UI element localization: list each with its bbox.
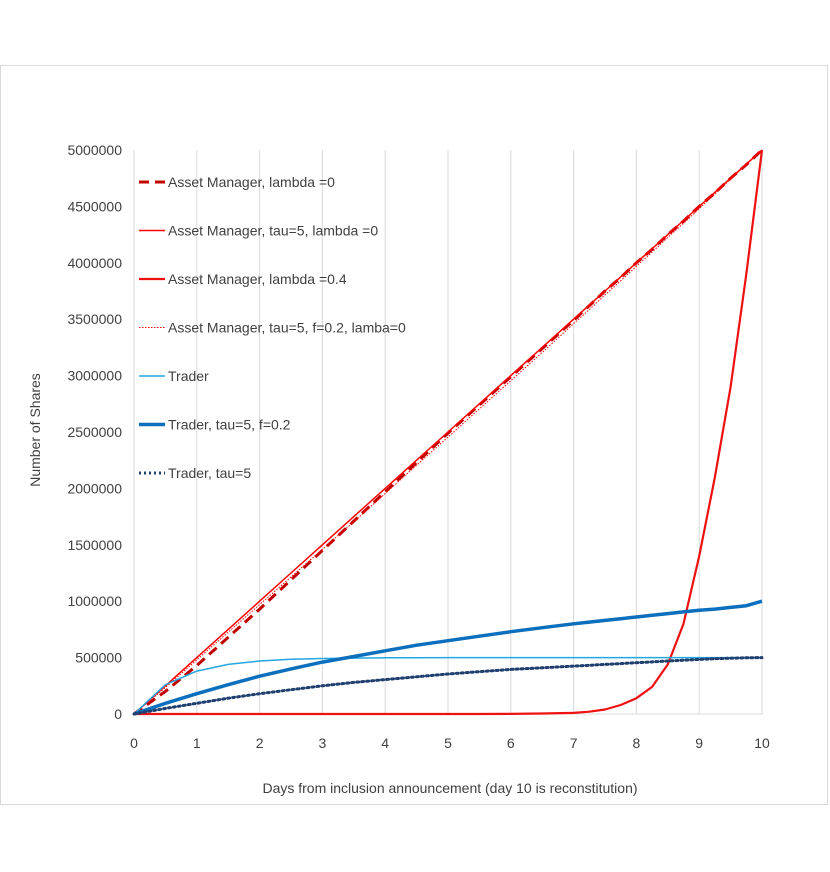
y-tick-label: 5000000 — [67, 142, 122, 158]
series-line-1 — [133, 149, 763, 715]
legend-label: Asset Manager, lambda =0.4 — [168, 271, 347, 287]
y-tick-label: 4500000 — [67, 198, 122, 214]
x-tick-label: 10 — [754, 735, 770, 751]
series-line-5 — [133, 599, 763, 716]
x-tick-label: 3 — [319, 735, 327, 751]
y-tick-label: 3000000 — [67, 368, 122, 384]
series-line-4 — [133, 656, 762, 715]
y-tick-label: 4000000 — [67, 255, 122, 271]
x-tick-label: 1 — [193, 735, 201, 751]
series-line-6 — [132, 656, 764, 716]
legend-label: Trader, tau=5, f=0.2 — [168, 417, 291, 433]
y-tick-label: 1500000 — [67, 537, 122, 553]
legend-label: Trader — [168, 368, 209, 384]
x-tick-label: 2 — [256, 735, 264, 751]
y-tick-label: 1000000 — [67, 593, 122, 609]
x-tick-label: 4 — [381, 735, 389, 751]
grid-lines — [133, 150, 763, 714]
y-axis: 0 500000 1000000 1500000 2000000 2500000 30000… — [67, 142, 122, 722]
x-tick-label: 9 — [695, 735, 703, 751]
y-tick-label: 2500000 — [67, 424, 122, 440]
legend: Asset Manager, lambda =0 Asset Manager, t… — [139, 174, 406, 481]
y-axis-title: Number of Shares — [27, 373, 43, 487]
legend-label: Asset Manager, tau=5, f=0.2, lamba=0 — [168, 320, 406, 336]
x-tick-label: 6 — [507, 735, 515, 751]
y-tick-label: 3500000 — [67, 311, 122, 327]
legend-label: Asset Manager, lambda =0 — [168, 174, 335, 190]
x-tick-label: 0 — [130, 735, 138, 751]
y-tick-label: 2000000 — [67, 480, 122, 496]
y-tick-label: 500000 — [75, 650, 122, 666]
x-tick-label: 7 — [570, 735, 578, 751]
series-line-2 — [134, 149, 764, 716]
series-line-3 — [133, 149, 763, 715]
legend-label: Trader, tau=5 — [168, 465, 251, 481]
x-tick-label: 5 — [444, 735, 452, 751]
x-axis: 0 1 2 3 4 5 6 7 8 9 10 — [130, 713, 770, 751]
legend-label: Asset Manager, tau=5, lambda =0 — [168, 223, 378, 239]
x-tick-label: 8 — [633, 735, 641, 751]
series-lines — [132, 148, 764, 716]
chart-frame — [0, 65, 828, 805]
x-axis-title: Days from inclusion announcement (day 10… — [262, 780, 637, 796]
y-tick-label: 0 — [114, 706, 122, 722]
